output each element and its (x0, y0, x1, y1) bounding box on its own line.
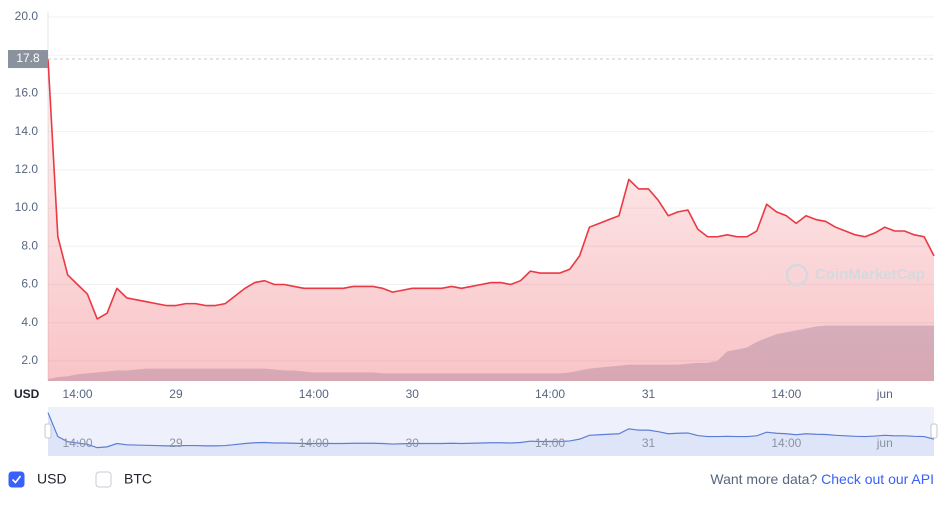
y-tick-label: 14.0 (15, 124, 39, 138)
footer-link[interactable]: Check out our API (821, 471, 934, 487)
price-marker-box (8, 50, 48, 69)
navigator-tick-label: 14:00 (299, 436, 329, 450)
footer-prompt: Want more data? (710, 471, 817, 487)
watermark: CoinMarketCap (815, 266, 925, 283)
navigator-tick-label: 29 (169, 436, 183, 450)
navigator-tick-label: 14:00 (63, 436, 93, 450)
toggle-checkbox[interactable] (95, 471, 112, 488)
x-tick-label: 14:00 (299, 387, 329, 401)
watermark-logo (785, 263, 809, 287)
y-tick-label: 8.0 (21, 238, 38, 252)
price-line (47, 58, 935, 320)
price-marker-label: 17.8 (16, 51, 40, 65)
x-tick-label: 31 (642, 387, 656, 401)
navigator-handle[interactable] (930, 423, 938, 439)
x-tick-label: 14:00 (63, 387, 93, 401)
x-tick-label: 29 (169, 387, 183, 401)
y-tick-label: 4.0 (21, 315, 38, 329)
navigator-area (48, 412, 934, 456)
navigator-tick-label: 14:00 (535, 436, 565, 450)
x-tick-label: jun (876, 387, 893, 401)
x-tick-label: 14:00 (771, 387, 801, 401)
x-tick-label: 30 (406, 387, 420, 401)
navigator-handle[interactable] (44, 423, 52, 439)
y-tick-label: 12.0 (15, 162, 39, 176)
footer-text: Want more data? Check out our API (710, 471, 934, 487)
toggle-label[interactable]: BTC (124, 471, 152, 487)
y-tick-label: 6.0 (21, 277, 38, 291)
check-mark (11, 475, 22, 484)
navigator-tick-label: 14:00 (771, 436, 801, 450)
navigator-tick-label: jun (876, 436, 893, 450)
navigator-tick-label: 31 (642, 436, 656, 450)
y-axis-unit: USD (14, 387, 40, 401)
y-tick-label: 20.0 (15, 9, 39, 23)
navigator-tick-label: 30 (406, 436, 420, 450)
navigator-line (47, 412, 935, 449)
y-tick-label: 10.0 (15, 200, 39, 214)
y-tick-label: 16.0 (15, 86, 39, 100)
x-tick-label: 14:00 (535, 387, 565, 401)
y-tick-label: 2.0 (21, 353, 38, 367)
toggle-checkbox[interactable] (8, 471, 25, 488)
price-area (48, 59, 934, 382)
toggle-label[interactable]: USD (37, 471, 67, 487)
